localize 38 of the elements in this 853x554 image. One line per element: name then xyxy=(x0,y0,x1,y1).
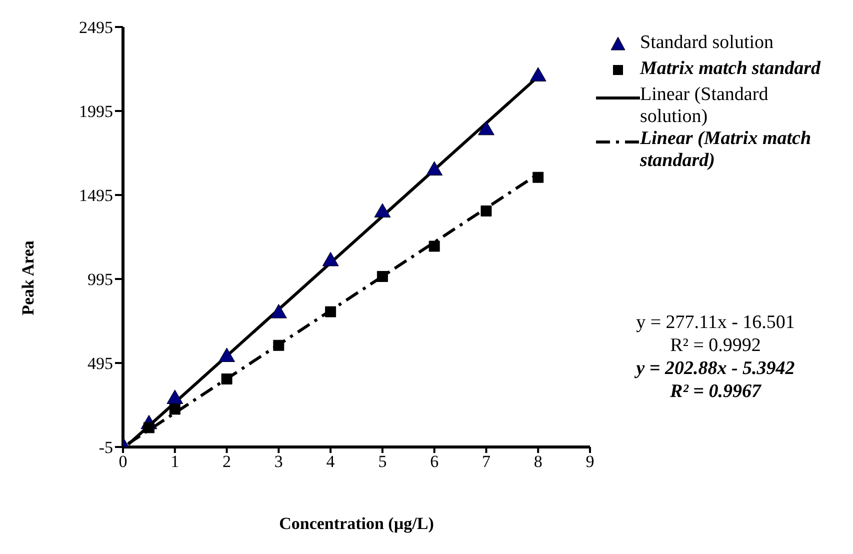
x-tick-label: 1 xyxy=(170,452,180,472)
legend-label: Linear (Matrix match standard) xyxy=(640,128,812,172)
y-tick-label: 495 xyxy=(88,354,113,374)
x-tick-label: 7 xyxy=(482,452,491,472)
legend-label: Linear (Standard solution) xyxy=(640,84,770,128)
point xyxy=(478,120,494,136)
x-tick-label: 5 xyxy=(378,452,387,472)
point xyxy=(322,252,339,266)
y-tick-label: 2495 xyxy=(79,18,113,38)
y-tick-label: 1495 xyxy=(79,186,113,206)
text: R² = 0.9967 xyxy=(669,380,762,403)
y-tick-label: 995 xyxy=(88,270,113,290)
y-tick-label: -5 xyxy=(98,438,113,458)
point xyxy=(221,373,232,384)
text: R² = 0.9992 xyxy=(669,334,762,357)
y-axis-title: Peak Area xyxy=(18,240,38,316)
point xyxy=(376,270,388,282)
point xyxy=(374,203,391,218)
text: y = 277.11x - 16.501 xyxy=(635,311,796,334)
point xyxy=(428,240,440,252)
point xyxy=(530,67,546,82)
x-tick-label: 8 xyxy=(534,452,542,472)
point xyxy=(325,306,336,318)
point xyxy=(426,161,443,176)
x-tick-label: 4 xyxy=(326,452,336,472)
y-tick-label: 1995 xyxy=(79,102,113,122)
point xyxy=(273,340,284,351)
text: y = 202.88x - 5.3942 xyxy=(633,357,796,380)
legend-label: Standard solution xyxy=(640,32,775,54)
x-axis-title: Concentration (µg/L) xyxy=(278,514,435,534)
point xyxy=(169,404,180,415)
x-tick-label: 3 xyxy=(274,452,283,472)
point xyxy=(480,205,492,216)
x-tick-label: 9 xyxy=(586,452,594,472)
x-tick-label: 2 xyxy=(222,452,232,472)
legend-label: Matrix match standard xyxy=(640,58,822,80)
x-tick-label: 0 xyxy=(118,452,128,472)
x-tick-label: 6 xyxy=(430,452,439,472)
